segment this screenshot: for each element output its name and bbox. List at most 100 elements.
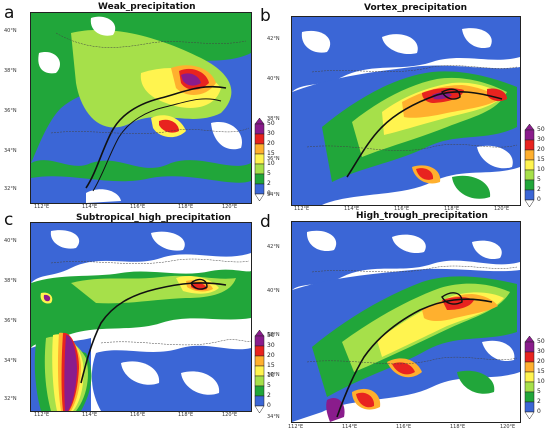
precipitation-map xyxy=(291,16,521,206)
colorbar-label: 20 xyxy=(537,146,545,153)
lon-label: 112°E xyxy=(288,424,304,430)
lon-label: 112°E xyxy=(294,206,310,212)
colorbar-label: 50 xyxy=(267,120,275,127)
colorbar-segment xyxy=(524,371,535,383)
colorbar-segment xyxy=(254,183,265,195)
lon-label: 120°E xyxy=(500,424,516,430)
lon-label: 114°E xyxy=(344,206,360,212)
colorbar-label: 5 xyxy=(267,170,271,177)
precipitation-map xyxy=(30,222,252,412)
colorbar-label: 20 xyxy=(267,140,275,147)
colorbar-label: 2 xyxy=(267,180,271,187)
colorbar-segment xyxy=(524,351,535,363)
lat-label: 38°N xyxy=(4,278,17,284)
colorbar-segment xyxy=(524,189,535,201)
lon-label: 114°E xyxy=(342,424,358,430)
colorbar-label: 30 xyxy=(267,130,275,137)
lat-label: 36°N xyxy=(4,318,17,324)
colorbar-segment xyxy=(254,143,265,155)
colorbar-extend-max xyxy=(254,330,265,337)
lon-label: 112°E xyxy=(34,204,50,210)
colorbar-segment xyxy=(524,129,535,141)
colorbar: 50 30 20 15 10 5 2 0 xyxy=(524,336,550,420)
colorbar-segment xyxy=(254,335,265,347)
colorbar-swatches xyxy=(254,118,265,202)
colorbar-swatches xyxy=(524,336,535,420)
colorbar-label: 20 xyxy=(537,358,545,365)
colorbar-extend-max xyxy=(524,124,535,131)
colorbar-label: 5 xyxy=(267,382,271,389)
colorbar-extend-min xyxy=(524,199,535,208)
panel-title: Vortex_precipitation xyxy=(364,3,468,13)
panel-title: Weak_precipitation xyxy=(98,2,196,12)
colorbar: 50 30 20 15 10 5 2 0 xyxy=(254,118,288,202)
precipitation-map xyxy=(30,12,252,204)
lon-label: 116°E xyxy=(394,206,410,212)
colorbar-label: 50 xyxy=(537,338,545,345)
colorbar-label: 10 xyxy=(267,372,275,379)
lat-label: 40°N xyxy=(4,238,17,244)
precipitation-field xyxy=(292,222,520,422)
colorbar-label: 50 xyxy=(267,332,275,339)
colorbar-extend-min xyxy=(524,411,535,420)
colorbar-segment xyxy=(524,149,535,161)
lon-label: 120°E xyxy=(494,206,510,212)
precipitation-field xyxy=(31,13,251,203)
lon-label: 114°E xyxy=(82,204,98,210)
colorbar-label: 10 xyxy=(537,378,545,385)
colorbar-label: 5 xyxy=(537,176,541,183)
lat-label: 34°N xyxy=(267,414,280,420)
colorbar-label: 15 xyxy=(537,368,545,375)
colorbar-label: 30 xyxy=(267,342,275,349)
colorbar-segment xyxy=(254,355,265,367)
colorbar-segment xyxy=(254,365,265,377)
colorbar-segment xyxy=(524,139,535,151)
lon-label: 114°E xyxy=(82,412,98,418)
colorbar-segment xyxy=(524,179,535,191)
colorbar-segment xyxy=(254,153,265,165)
colorbar-label: 15 xyxy=(537,156,545,163)
colorbar-segment xyxy=(524,159,535,171)
lat-label: 40°N xyxy=(267,288,280,294)
colorbar-label: 10 xyxy=(267,160,275,167)
colorbar-label: 0 xyxy=(537,408,541,415)
lat-label: 32°N xyxy=(4,186,17,192)
lon-label: 120°E xyxy=(222,204,238,210)
lon-label: 116°E xyxy=(130,204,146,210)
lat-label: 42°N xyxy=(267,244,280,250)
colorbar-segment xyxy=(254,375,265,387)
precipitation-map xyxy=(291,221,521,423)
colorbar-segment xyxy=(254,385,265,397)
lat-label: 34°N xyxy=(4,148,17,154)
colorbar-label: 2 xyxy=(537,186,541,193)
colorbar-segment xyxy=(524,361,535,373)
lon-label: 116°E xyxy=(396,424,412,430)
lon-label: 118°E xyxy=(178,204,194,210)
colorbar-label: 15 xyxy=(267,150,275,157)
colorbar: 50 30 20 15 10 5 2 0 xyxy=(254,330,288,414)
colorbar-label: 5 xyxy=(537,388,541,395)
colorbar-segment xyxy=(254,163,265,175)
colorbar-extend-min xyxy=(254,405,265,414)
panel-letter: a xyxy=(4,3,15,23)
colorbar-label: 30 xyxy=(537,348,545,355)
panel-letter: b xyxy=(260,6,271,26)
colorbar-segment xyxy=(524,401,535,413)
colorbar-segment xyxy=(254,133,265,145)
lat-label: 42°N xyxy=(267,36,280,42)
colorbar-label: 20 xyxy=(267,352,275,359)
panel-letter: c xyxy=(4,210,14,230)
precipitation-field xyxy=(31,223,251,411)
colorbar-extend-min xyxy=(254,193,265,202)
lat-label: 40°N xyxy=(267,76,280,82)
colorbar-segment xyxy=(254,345,265,357)
lat-label: 38°N xyxy=(4,68,17,74)
lat-label: 32°N xyxy=(4,396,17,402)
colorbar-label: 10 xyxy=(537,166,545,173)
colorbar-segment xyxy=(524,391,535,403)
lon-label: 118°E xyxy=(444,206,460,212)
lat-label: 36°N xyxy=(267,372,280,378)
lon-label: 112°E xyxy=(34,412,50,418)
colorbar-label: 15 xyxy=(267,362,275,369)
lat-label: 40°N xyxy=(4,28,17,34)
